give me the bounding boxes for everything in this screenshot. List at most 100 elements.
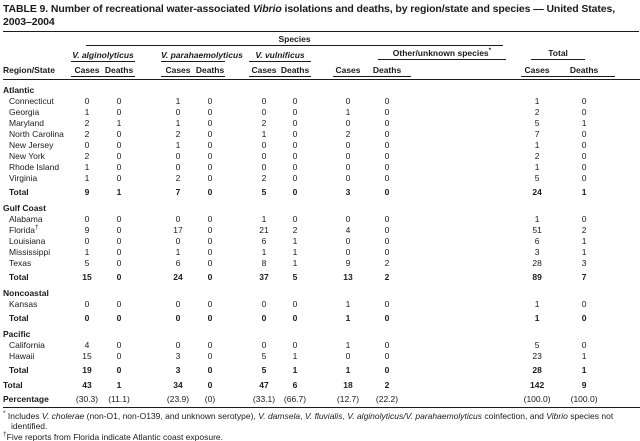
value-cell: 2 [84,117,90,128]
value-cell: 0 [261,106,267,117]
spacer-cell [135,376,161,391]
deaths-header: Deaths [103,61,135,77]
table-row: Total 19 0 3 0 5 1 1 0 28 1 [3,362,640,376]
spacer-cell [135,340,161,351]
spacer-cell [411,391,521,405]
value-cell: 3 [534,246,540,257]
spacer-cell [411,129,521,140]
spacer-cell [411,376,521,391]
value-cell: 0 [207,246,213,257]
value-cell: 0 [384,150,390,161]
spacer-cell [135,96,161,107]
value-cell: 0 [345,117,351,128]
spacer-cell [615,225,640,236]
value-cell: 24 [173,271,183,282]
species-band-label: Species [86,32,504,46]
spacer-cell [311,129,333,140]
footnote-text: species not identified. [11,410,614,432]
row-label: Kansas [9,298,38,309]
spacer-cell [225,96,249,107]
value-cell: 0 [116,339,122,350]
row-label: New Jersey [9,139,54,150]
value-cell: 0 [384,246,390,257]
value-cell: 1 [534,139,540,150]
row-label: Total [9,312,29,323]
row-label: North Carolina [9,128,64,139]
header-spacer [411,61,521,76]
value-cell: 0 [175,235,181,246]
value-cell: 1 [292,364,298,375]
value-cell: 2 [345,128,351,139]
value-cell: 1 [84,246,90,257]
value-cell: 0 [384,139,390,150]
value-cell: 1 [534,213,540,224]
value-cell: 0 [292,186,298,197]
header-spacer [3,32,71,47]
value-cell: 7 [581,271,587,282]
spacer-cell [311,214,333,225]
vibrio-isolations-table: Species V. alginolyticus V. parahaemolyt… [3,32,640,408]
value-cell: 0 [175,150,181,161]
section-label: Gulf Coast [3,202,46,213]
value-cell: 1 [116,186,122,197]
spacer-cell [225,151,249,162]
value-cell: 0 [207,271,213,282]
value-cell: 0 [384,298,390,309]
spacer-cell [225,351,249,362]
value-cell: 0 [292,312,298,323]
value-cell: 0 [384,172,390,183]
value-cell: 0 [84,298,90,309]
value-cell: 8 [261,257,267,268]
spacer-cell [225,173,249,184]
value-cell: 0 [207,339,213,350]
row-label: Hawaii [9,350,35,361]
value-cell: (100.0) [523,393,551,404]
header-spacer [615,61,640,76]
value-cell: 0 [345,139,351,150]
value-cell: 1 [116,379,122,390]
value-cell: (12.7) [336,393,360,404]
row-label: Florida† [9,223,39,235]
spacer-cell [615,162,640,173]
spacer-cell [135,351,161,362]
title-genus-italic: Vibrio [252,3,282,15]
cases-deaths-row: Region/State Cases Deaths Cases Deaths C… [3,61,640,77]
row-label: Maryland [9,117,44,128]
value-cell: 0 [345,150,351,161]
value-cell: 0 [116,350,122,361]
value-cell: 43 [82,379,92,390]
value-cell: 3 [345,186,351,197]
value-cell: 0 [384,186,390,197]
value-cell: 18 [343,379,353,390]
other-unknown-label: Other/unknown species* [378,47,506,60]
value-cell: 0 [175,106,181,117]
value-cell: 0 [116,235,122,246]
spacer-cell [615,184,640,198]
value-cell: 0 [207,257,213,268]
value-cell: 0 [292,298,298,309]
value-cell: 1 [534,95,540,106]
value-cell: 0 [84,213,90,224]
value-cell: (33.1) [252,393,276,404]
value-cell: 0 [116,213,122,224]
table-row: Georgia 1 0 0 0 0 0 1 0 2 0 [3,107,640,118]
spacer-cell [615,214,640,225]
value-cell: 0 [292,213,298,224]
footnote-marker-dagger: † [34,223,39,231]
value-cell: 5 [292,271,298,282]
table-row: Louisiana 0 0 0 0 6 1 0 0 6 1 [3,236,640,247]
cases-header: Cases [71,61,103,77]
value-cell: 0 [345,246,351,257]
header-spacer [615,47,640,61]
value-cell: 0 [384,161,390,172]
spacer-cell [311,236,333,247]
value-cell: 2 [384,379,390,390]
value-cell: 0 [116,139,122,150]
value-cell: 2 [384,271,390,282]
spacer-cell [135,269,161,283]
spacer-cell [225,391,249,405]
value-cell: 0 [261,150,267,161]
spacer-cell [411,96,521,107]
value-cell: 0 [292,172,298,183]
